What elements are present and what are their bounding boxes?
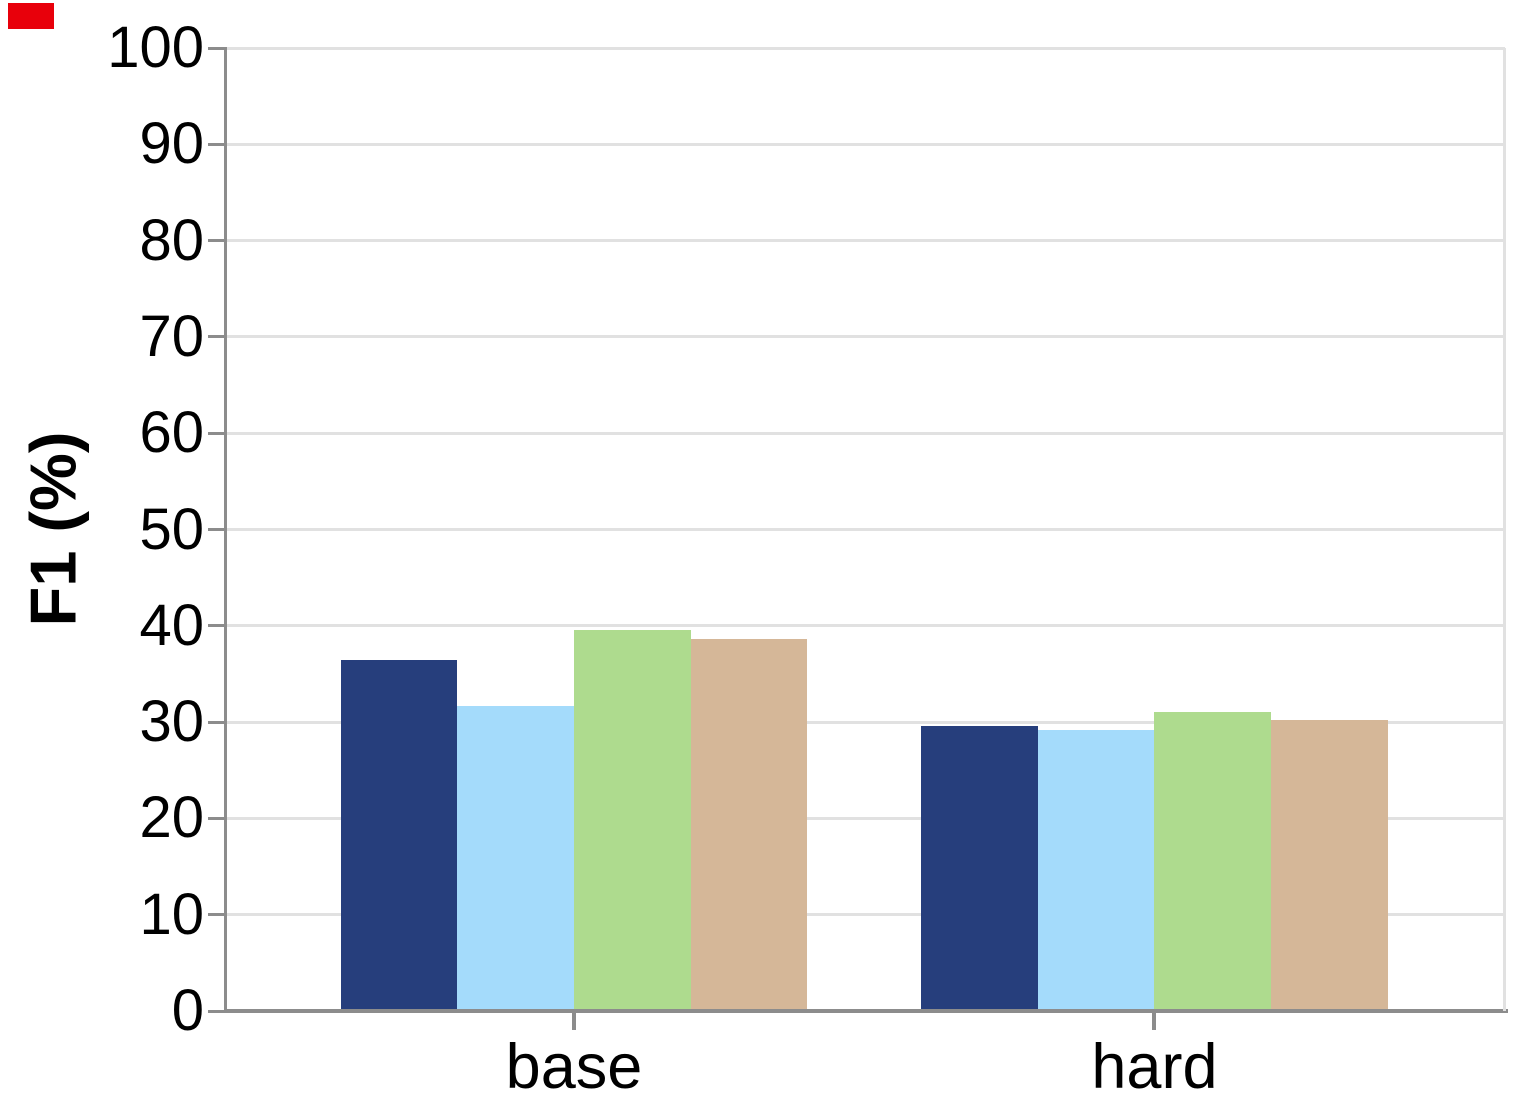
x-axis-label-base: base	[505, 1032, 643, 1102]
y-tick-40	[208, 624, 227, 628]
gridline-20	[227, 816, 1505, 820]
bar-base-navy	[340, 660, 458, 1011]
bar-hard-tan	[1270, 720, 1388, 1011]
gridline-90	[227, 142, 1505, 146]
y-tick-label-50: 50	[139, 496, 204, 562]
gridline-30	[227, 720, 1505, 724]
x-tick-hard	[1152, 1013, 1157, 1030]
y-tick-label-100: 100	[107, 15, 204, 80]
gridline-100	[227, 46, 1505, 50]
x-tick-base	[571, 1013, 576, 1030]
bar-base-tan	[690, 639, 808, 1011]
y-tick-100	[208, 46, 227, 50]
plot-area	[227, 46, 1505, 1011]
gridline-80	[227, 239, 1505, 243]
y-tick-30	[208, 720, 227, 724]
y-tick-label-80: 80	[139, 207, 204, 273]
gridline-40	[227, 624, 1505, 628]
bar-hard-green	[1154, 712, 1271, 1011]
y-tick-60	[208, 431, 227, 435]
bar-base-green	[573, 629, 691, 1011]
y-tick-10	[208, 913, 227, 917]
x-axis-line	[224, 1009, 1508, 1013]
y-tick-label-30: 30	[139, 689, 204, 755]
y-tick-70	[208, 335, 227, 339]
gridline-60	[227, 431, 1505, 435]
bar-hard-navy	[921, 725, 1038, 1011]
x-axis-label-hard: hard	[1091, 1032, 1218, 1102]
y-tick-label-20: 20	[139, 785, 204, 851]
bar-base-light-blue	[457, 705, 574, 1011]
y-tick-label-70: 70	[139, 303, 204, 369]
y-tick-50	[208, 528, 227, 531]
y-tick-0	[208, 1009, 227, 1013]
y-tick-label-10: 10	[139, 881, 204, 947]
bar-hard-light-blue	[1037, 729, 1155, 1011]
right-border-line	[1503, 48, 1506, 1011]
y-tick-label-40: 40	[139, 592, 204, 658]
y-tick-90	[208, 142, 227, 146]
y-tick-label-90: 90	[139, 111, 204, 177]
y-tick-label-60: 60	[139, 400, 204, 466]
gridline-10	[227, 913, 1505, 917]
gridline-70	[227, 335, 1505, 339]
y-tick-20	[208, 816, 227, 820]
y-tick-80	[208, 239, 227, 243]
red-marker	[8, 3, 54, 29]
y-tick-label-0: 0	[171, 978, 204, 1043]
gridline-50	[227, 528, 1505, 531]
